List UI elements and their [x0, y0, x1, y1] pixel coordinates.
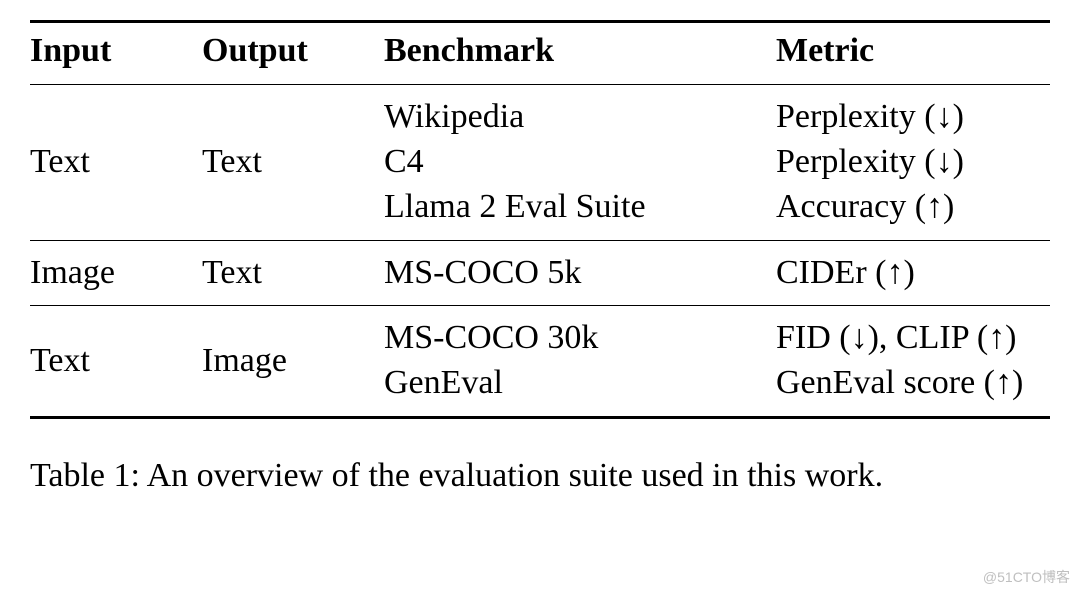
- cell-output: Text: [202, 240, 384, 306]
- benchmark-line: MS-COCO 30k: [384, 316, 764, 361]
- col-header-input: Input: [30, 22, 202, 85]
- col-header-output: Output: [202, 22, 384, 85]
- metric-line: Perplexity (↓): [776, 140, 1038, 185]
- table-row: Text Text Wikipedia C4 Llama 2 Eval Suit…: [30, 84, 1050, 240]
- table-row: Image Text MS-COCO 5k CIDEr (↑): [30, 240, 1050, 306]
- evaluation-table: Input Output Benchmark Metric Text Text …: [30, 20, 1050, 419]
- cell-input: Text: [30, 84, 202, 240]
- benchmark-line: GenEval: [384, 361, 764, 406]
- table-header-row: Input Output Benchmark Metric: [30, 22, 1050, 85]
- cell-metric: FID (↓), CLIP (↑) GenEval score (↑): [776, 306, 1050, 418]
- cell-benchmark: Wikipedia C4 Llama 2 Eval Suite: [384, 84, 776, 240]
- benchmark-line: Wikipedia: [384, 95, 764, 140]
- page: Input Output Benchmark Metric Text Text …: [0, 0, 1080, 593]
- cell-input: Text: [30, 306, 202, 418]
- cell-metric: CIDEr (↑): [776, 240, 1050, 306]
- cell-output: Text: [202, 84, 384, 240]
- metric-line: CIDEr (↑): [776, 251, 1038, 296]
- benchmark-line: C4: [384, 140, 764, 185]
- cell-benchmark: MS-COCO 30k GenEval: [384, 306, 776, 418]
- col-header-benchmark: Benchmark: [384, 22, 776, 85]
- cell-output: Image: [202, 306, 384, 418]
- benchmark-line: MS-COCO 5k: [384, 251, 764, 296]
- col-header-metric: Metric: [776, 22, 1050, 85]
- metric-line: Accuracy (↑): [776, 185, 1038, 230]
- metric-line: FID (↓), CLIP (↑): [776, 316, 1038, 361]
- table-row: Text Image MS-COCO 30k GenEval FID (↓), …: [30, 306, 1050, 418]
- cell-metric: Perplexity (↓) Perplexity (↓) Accuracy (…: [776, 84, 1050, 240]
- benchmark-line: Llama 2 Eval Suite: [384, 185, 764, 230]
- watermark: @51CTO博客: [983, 567, 1070, 587]
- metric-line: Perplexity (↓): [776, 95, 1038, 140]
- cell-benchmark: MS-COCO 5k: [384, 240, 776, 306]
- cell-input: Image: [30, 240, 202, 306]
- table-caption: Table 1: An overview of the evaluation s…: [30, 453, 1050, 499]
- metric-line: GenEval score (↑): [776, 361, 1038, 406]
